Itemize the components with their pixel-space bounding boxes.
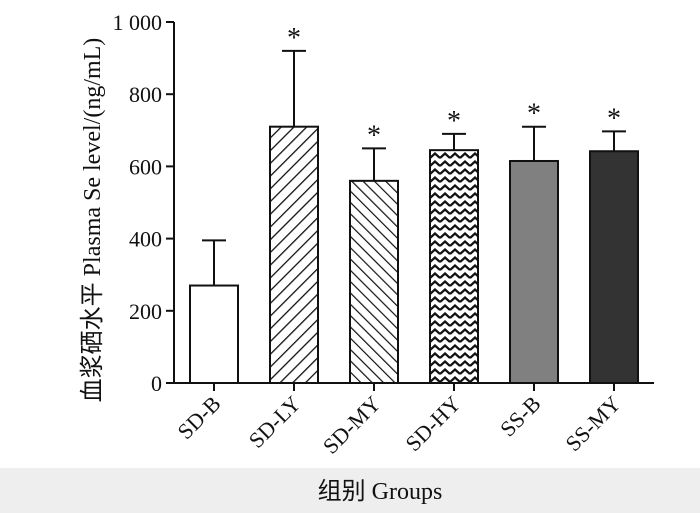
significance-star: *	[367, 120, 381, 151]
y-tick-label: 800	[129, 82, 162, 107]
bar-ss-my	[589, 150, 639, 384]
significance-star: *	[527, 99, 541, 130]
significance-star: *	[447, 106, 461, 137]
x-tick-label: SD-HY	[400, 391, 465, 456]
x-ticks: SD-B SD-LY SD-MY SD-HY SS-B SS-MY	[172, 383, 626, 459]
bar-sd-ly	[269, 125, 319, 384]
bars	[189, 125, 639, 384]
y-tick-label: 400	[129, 227, 162, 252]
axes	[173, 22, 654, 384]
x-tick-label: SD-LY	[244, 391, 306, 453]
bar-sd-my	[349, 179, 399, 384]
y-tick-label: 1 000	[113, 10, 163, 35]
significance-star: *	[287, 23, 301, 54]
x-tick-label: SD-MY	[318, 391, 386, 459]
y-axis-title: 血浆硒水平 Plasma Se level/(ng/mL)	[79, 38, 106, 403]
bar-sd-b	[189, 284, 239, 384]
y-tick-label: 200	[129, 299, 162, 324]
y-tick-label: 0	[151, 371, 162, 396]
bar-sd-hy	[429, 149, 479, 384]
significance-star: *	[607, 103, 621, 134]
x-tick-label: SS-B	[495, 391, 546, 442]
caption-band	[0, 468, 700, 513]
x-tick-label: SS-MY	[560, 391, 625, 456]
error-bars	[202, 49, 626, 286]
bar-ss-b	[509, 159, 559, 384]
y-ticks: 0 200 400 600 800 1 000	[113, 10, 174, 396]
significance-markers: * * * * *	[287, 23, 621, 151]
x-axis-title: 组别 Groups	[318, 478, 443, 505]
y-tick-label: 600	[129, 154, 162, 179]
x-tick-label: SD-B	[172, 391, 225, 444]
